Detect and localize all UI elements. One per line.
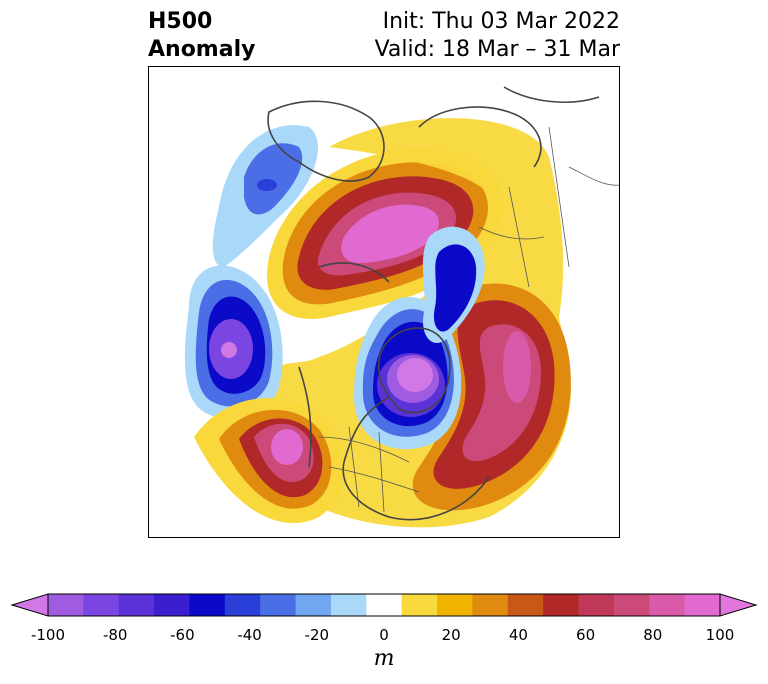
colorbar-over-arrow bbox=[719, 593, 758, 617]
colorbar-tick-label: 60 bbox=[576, 626, 596, 644]
colorbar-tick-label: 0 bbox=[379, 626, 389, 644]
colorbar-segment bbox=[578, 594, 615, 616]
colorbar-segment bbox=[401, 594, 438, 616]
title-right: Init: Thu 03 Mar 2022 Valid: 18 Mar – 31… bbox=[375, 8, 620, 64]
colorbar-segment bbox=[649, 594, 686, 616]
colorbar-segment bbox=[154, 594, 190, 616]
colorbar-segment bbox=[543, 594, 580, 616]
colorbar-tick-label: 20 bbox=[441, 626, 461, 644]
colorbar-frame bbox=[47, 593, 721, 617]
title-left: H500 Anomaly bbox=[148, 8, 255, 64]
colorbar-tick-label: 40 bbox=[508, 626, 528, 644]
ridge-east-pacific bbox=[194, 398, 343, 524]
colorbar-segment bbox=[224, 594, 261, 616]
colorbar-segment bbox=[613, 594, 650, 616]
trough-arctic bbox=[422, 226, 485, 343]
colorbar-segment bbox=[472, 594, 509, 616]
anomaly-map bbox=[184, 86, 619, 528]
units-label: m bbox=[373, 646, 395, 671]
political-borders bbox=[318, 126, 619, 513]
init-date: Init: Thu 03 Mar 2022 bbox=[382, 9, 620, 34]
anomaly-title: Anomaly bbox=[148, 37, 256, 62]
colorbar-segment bbox=[366, 594, 403, 616]
colorbar-segment bbox=[118, 594, 155, 616]
colorbar-segment bbox=[48, 594, 84, 616]
colorbar-tick-label: -40 bbox=[237, 626, 262, 644]
colorbar-segment bbox=[684, 594, 721, 616]
colorbar-segment bbox=[330, 594, 367, 616]
trough-europe bbox=[212, 125, 318, 267]
colorbar-tick-label: -100 bbox=[30, 626, 66, 644]
colorbar-tick-label: 100 bbox=[705, 626, 735, 644]
variable-title: H500 bbox=[148, 9, 213, 34]
colorbar-segment bbox=[260, 594, 297, 616]
anomaly-fields bbox=[184, 118, 571, 528]
colorbar-tick-label: -60 bbox=[170, 626, 195, 644]
map-panel bbox=[148, 66, 620, 538]
colorbar-tick-label: -20 bbox=[304, 626, 330, 644]
colorbar-segment bbox=[83, 594, 120, 616]
colorbar bbox=[10, 593, 758, 617]
trough-pacific bbox=[184, 265, 283, 419]
coastlines bbox=[267, 86, 600, 521]
colorbar-segment bbox=[295, 594, 332, 616]
colorbar-segment bbox=[437, 594, 473, 616]
valid-range: Valid: 18 Mar – 31 Mar bbox=[374, 37, 620, 62]
colorbar-under-arrow bbox=[10, 593, 49, 617]
colorbar-tick-label: -80 bbox=[102, 626, 128, 644]
colorbar-segment bbox=[507, 594, 544, 616]
colorbar-tick-label: 80 bbox=[643, 626, 663, 644]
colorbar-segment bbox=[189, 594, 226, 616]
